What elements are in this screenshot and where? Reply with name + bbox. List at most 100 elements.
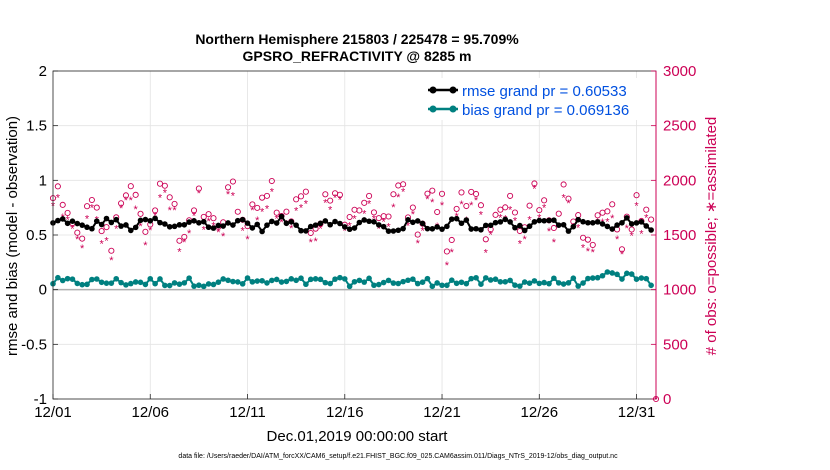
assimilated-obs-marker: * xyxy=(313,236,318,248)
rmse-point xyxy=(269,218,275,225)
possible-obs-marker xyxy=(361,199,368,206)
y-left-tick-label: 0.5 xyxy=(26,227,47,244)
assimilated-obs-marker: * xyxy=(552,237,557,249)
rmse-point xyxy=(230,222,236,228)
possible-obs-marker xyxy=(181,233,188,240)
rmse-point xyxy=(565,228,572,234)
assimilated-obs-marker: * xyxy=(469,200,474,212)
x-axis-ticks: 12/01 12/06 12/11 12/16 12/21 12/26 12/31 xyxy=(34,394,655,421)
bias-point xyxy=(521,279,528,285)
rmse-point xyxy=(108,219,115,226)
bias-point xyxy=(186,275,192,281)
possible-obs-marker xyxy=(132,191,139,198)
bias-point xyxy=(458,279,465,286)
chart-title-line1: Northern Hemisphere 215803 / 225478 = 95… xyxy=(195,31,519,47)
bias-point xyxy=(448,277,455,283)
rmse-point xyxy=(604,223,611,230)
possible-obs-marker xyxy=(468,188,475,195)
bias-point xyxy=(264,280,270,286)
legend-rmse-marker-left xyxy=(429,86,437,94)
possible-obs-marker xyxy=(409,204,416,211)
bias-point xyxy=(628,271,635,277)
rmse-point xyxy=(283,220,290,227)
possible-obs-marker xyxy=(127,183,134,190)
rmse-point xyxy=(419,220,426,227)
rmse-point xyxy=(448,216,455,222)
assimilated-obs-marker: * xyxy=(270,186,275,198)
possible-obs-marker xyxy=(550,224,557,232)
rmse-point xyxy=(609,226,616,232)
possible-obs-marker xyxy=(64,209,71,216)
bias-point xyxy=(444,282,450,289)
possible-obs-marker xyxy=(283,208,290,215)
assimilated-obs-marker: * xyxy=(241,226,246,238)
bias-point xyxy=(346,283,353,290)
possible-obs-marker xyxy=(560,181,567,188)
bias-point xyxy=(380,279,387,286)
rmse-point xyxy=(166,223,173,230)
bias-point xyxy=(244,275,251,281)
rmse-point xyxy=(273,220,280,226)
rmse-point xyxy=(575,216,581,223)
bias-point xyxy=(307,276,314,283)
assimilated-obs-marker: * xyxy=(70,223,75,235)
possible-obs-marker xyxy=(594,212,601,219)
rmse-point xyxy=(463,217,470,223)
rmse-point xyxy=(278,213,285,220)
bias-point xyxy=(69,276,76,282)
bias-point xyxy=(580,280,586,286)
bias-point xyxy=(181,280,188,286)
bias-point xyxy=(478,281,484,288)
possible-obs-marker xyxy=(190,207,198,214)
rmse-point xyxy=(317,220,324,227)
possible-obs-marker xyxy=(507,192,514,199)
bias-point xyxy=(254,278,261,284)
possible-obs-marker xyxy=(307,229,314,237)
possible-obs-marker xyxy=(618,246,626,253)
possible-obs-marker xyxy=(541,197,548,204)
rmse-point xyxy=(453,215,460,222)
rmse-point xyxy=(614,222,620,228)
bias-point xyxy=(317,276,324,283)
bias-point xyxy=(376,281,382,288)
bias-point xyxy=(74,280,81,287)
bias-point xyxy=(118,279,124,286)
bias-point xyxy=(526,280,533,286)
rmse-point xyxy=(152,215,158,222)
possible-obs-marker xyxy=(79,235,86,242)
bias-point xyxy=(259,277,265,284)
assimilated-obs-marker: * xyxy=(513,215,518,227)
assimilated-obs-marker: * xyxy=(382,217,387,229)
bias-point xyxy=(137,279,144,286)
possible-obs-marker xyxy=(536,207,543,214)
legend-rmse-label: rmse grand pr = 0.60533 xyxy=(462,83,627,100)
assimilated-obs-marker: * xyxy=(182,237,187,249)
legend-box xyxy=(424,78,652,120)
assimilated-obs-marker: * xyxy=(309,237,314,249)
assimilated-obs-marker: * xyxy=(119,203,124,215)
bias-line xyxy=(52,270,652,288)
bias-point xyxy=(419,279,426,285)
bias-point xyxy=(142,281,149,288)
bias-point xyxy=(351,278,358,285)
rmse-point xyxy=(332,218,338,225)
bias-point xyxy=(385,277,392,284)
y-right-tick-label: 500 xyxy=(663,336,688,353)
assimilated-obs-marker: * xyxy=(362,208,367,220)
assimilated-obs-marker: * xyxy=(231,190,236,202)
rmse-point xyxy=(327,221,333,228)
bias-point xyxy=(390,280,397,286)
assimilated-obs-marker: * xyxy=(644,212,649,224)
assimilated-obs-marker: * xyxy=(206,216,211,228)
bias-point xyxy=(84,281,90,288)
possible-obs-marker xyxy=(628,226,635,233)
bias-point xyxy=(64,275,71,282)
possible-obs-marker xyxy=(458,189,465,196)
possible-obs-marker xyxy=(322,191,329,198)
assimilated-obs-marker: * xyxy=(459,199,464,211)
rmse-point xyxy=(570,223,577,230)
assimilated-obs-marker: * xyxy=(245,234,250,246)
bias-point xyxy=(341,276,348,282)
rmse-point xyxy=(337,220,343,227)
possible-obs-marker xyxy=(443,248,450,255)
